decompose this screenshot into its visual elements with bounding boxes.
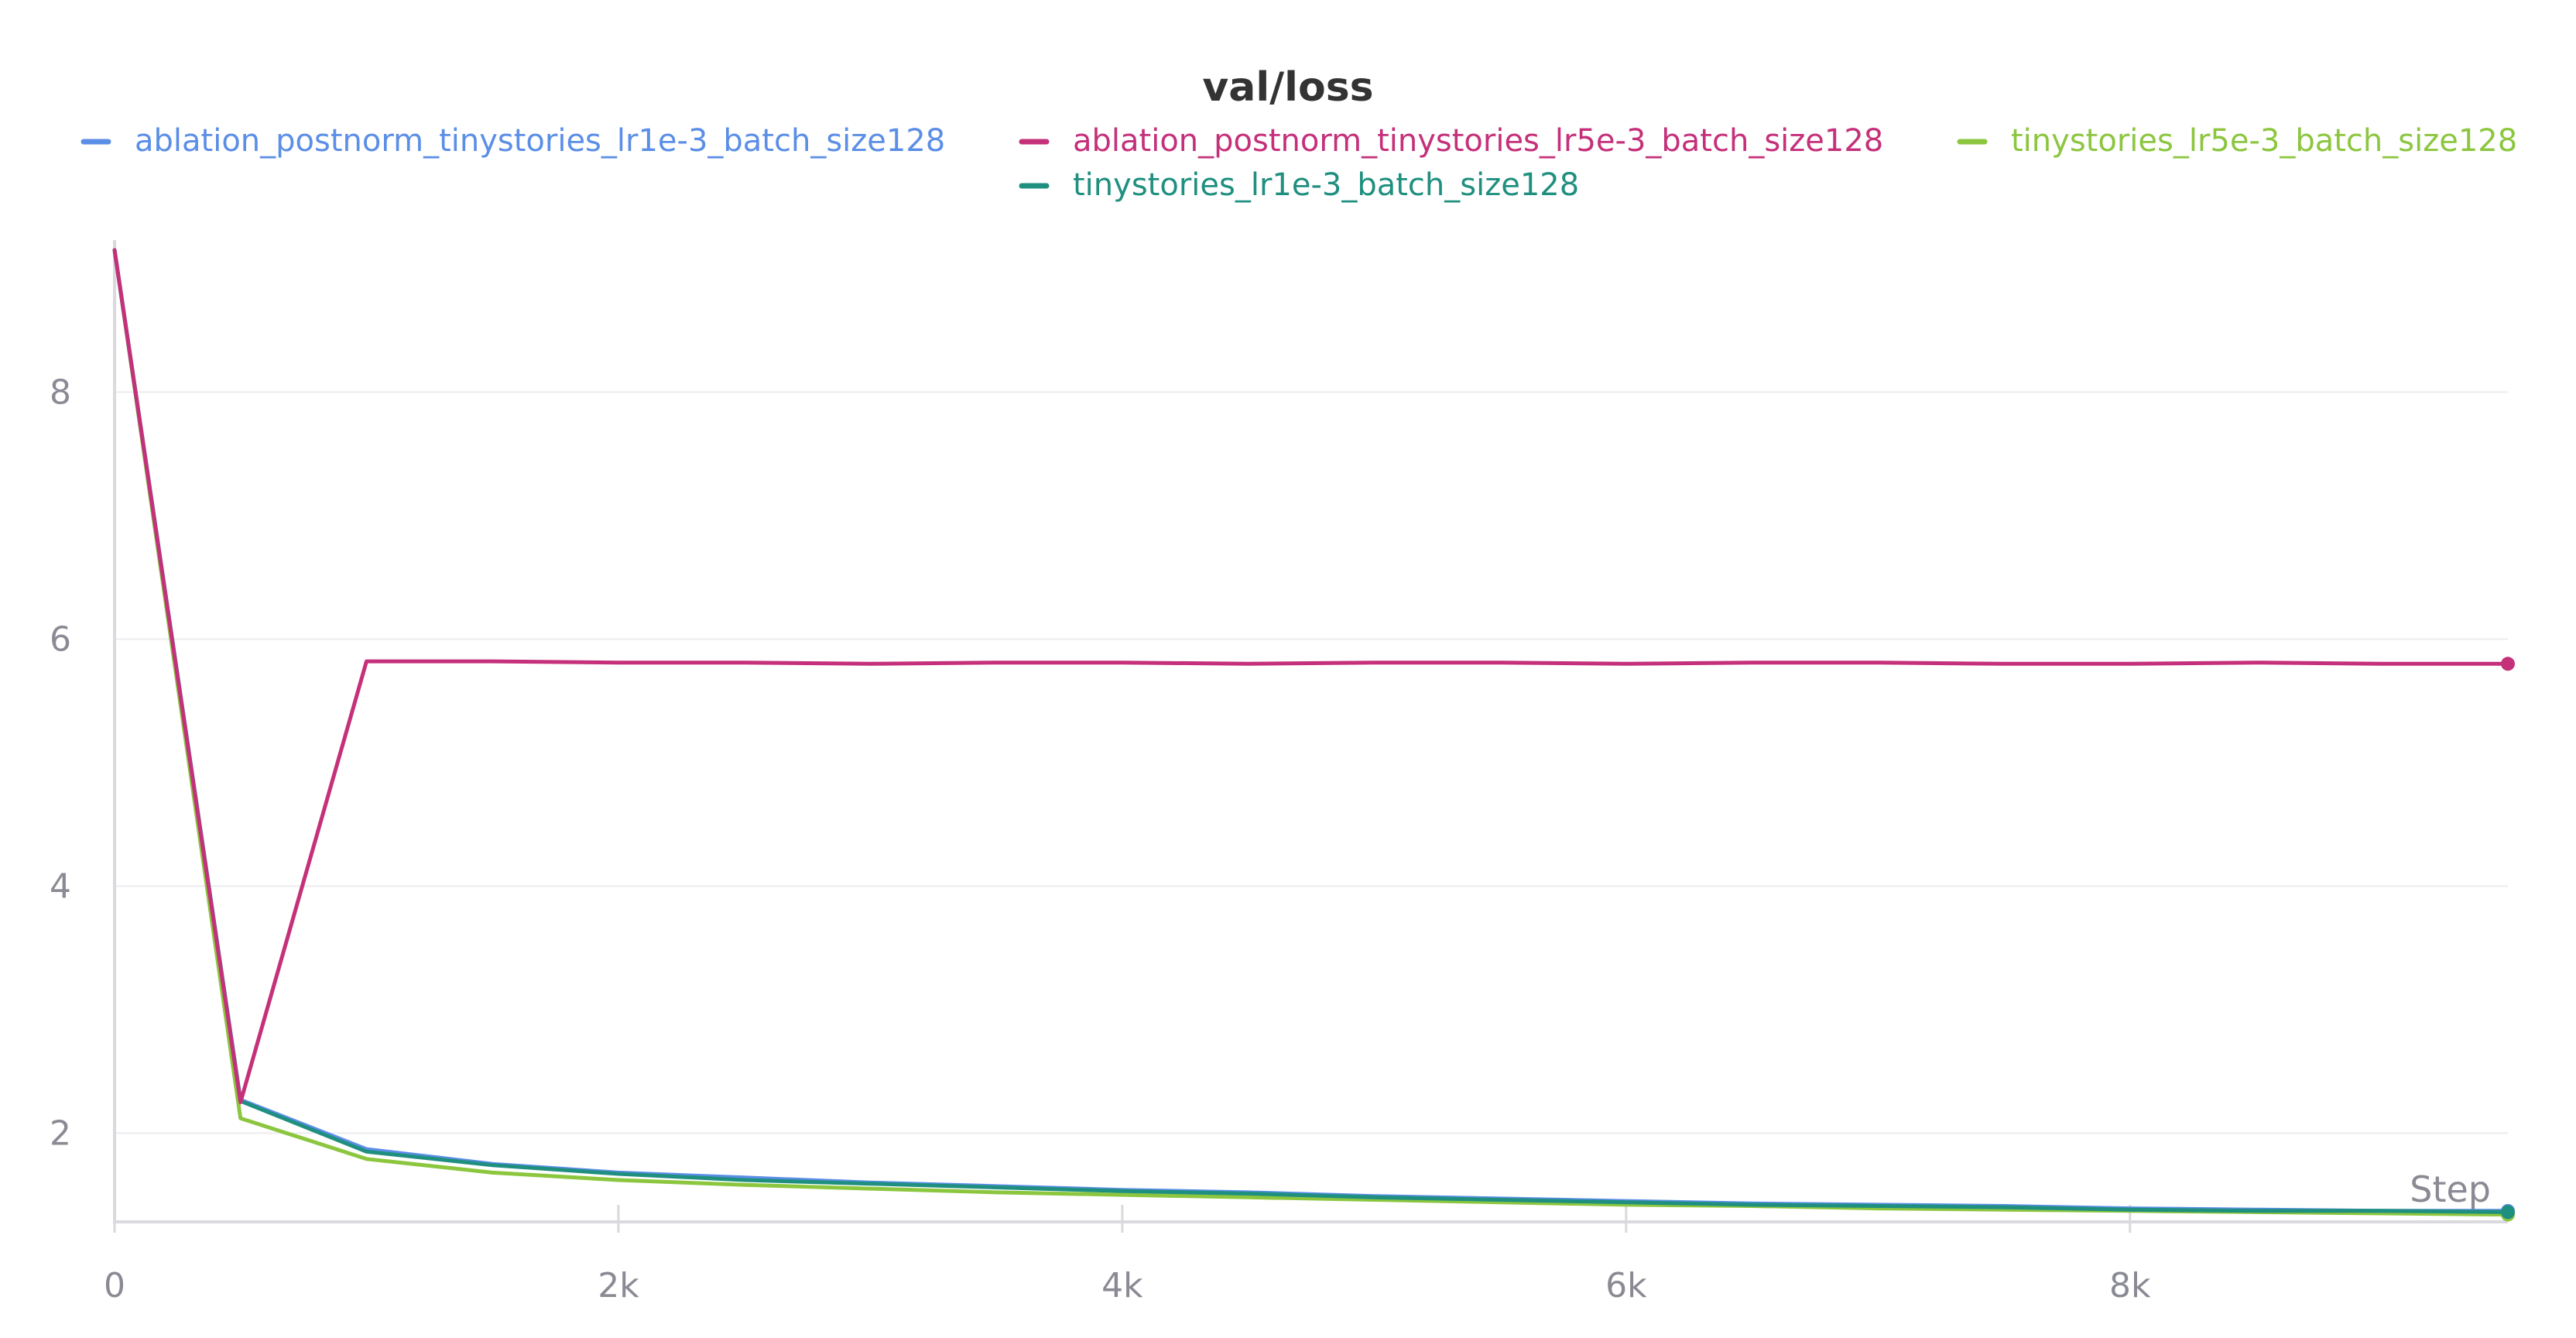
y-tick-label: 2	[50, 1113, 71, 1153]
series-line	[112, 248, 2510, 1104]
x-tick-label: 4k	[1101, 1266, 1143, 1305]
y-tick-label: 6	[50, 619, 71, 659]
legend-item: ablation_postnorm_tinystories_lr5e-3_bat…	[1019, 123, 1883, 159]
series-line	[112, 248, 2510, 1213]
y-tick-label: 8	[50, 372, 71, 412]
legend-item: tinystories_lr1e-3_batch_size128	[1019, 167, 1579, 203]
legend-label: tinystories_lr5e-3_batch_size128	[2011, 123, 2517, 159]
x-axis-title: Step	[2410, 1168, 2491, 1210]
x-tick-label: 8k	[2109, 1266, 2151, 1305]
legend-item: tinystories_lr5e-3_batch_size128	[1957, 123, 2517, 159]
axes	[113, 240, 2508, 1223]
y-tick-label: 4	[50, 866, 71, 906]
legend-label: ablation_postnorm_tinystories_lr1e-3_bat…	[135, 123, 945, 159]
series-endpoint	[2501, 657, 2515, 671]
x-tick-label: 6k	[1605, 1266, 1647, 1305]
series-endpoint	[2501, 1205, 2515, 1220]
series-line	[112, 248, 2510, 1217]
series-lines	[112, 248, 2510, 1217]
legend-label: tinystories_lr1e-3_batch_size128	[1073, 167, 1579, 203]
x-axis-ticks: 0 2k 4k 6k 8k	[104, 1205, 2151, 1305]
series-line	[112, 248, 2510, 1214]
y-axis-ticks: 2 4 6 8	[50, 372, 71, 1153]
x-tick-label: 0	[104, 1266, 125, 1305]
x-tick-label: 2k	[598, 1266, 639, 1305]
gridlines	[115, 391, 2508, 1134]
chart-title: val/loss	[1202, 64, 1373, 111]
legend: ablation_postnorm_tinystories_lr1e-3_bat…	[80, 123, 2517, 203]
series-endpoints	[2501, 657, 2515, 1222]
legend-item: ablation_postnorm_tinystories_lr1e-3_bat…	[80, 123, 945, 159]
legend-label: ablation_postnorm_tinystories_lr5e-3_bat…	[1073, 123, 1883, 159]
